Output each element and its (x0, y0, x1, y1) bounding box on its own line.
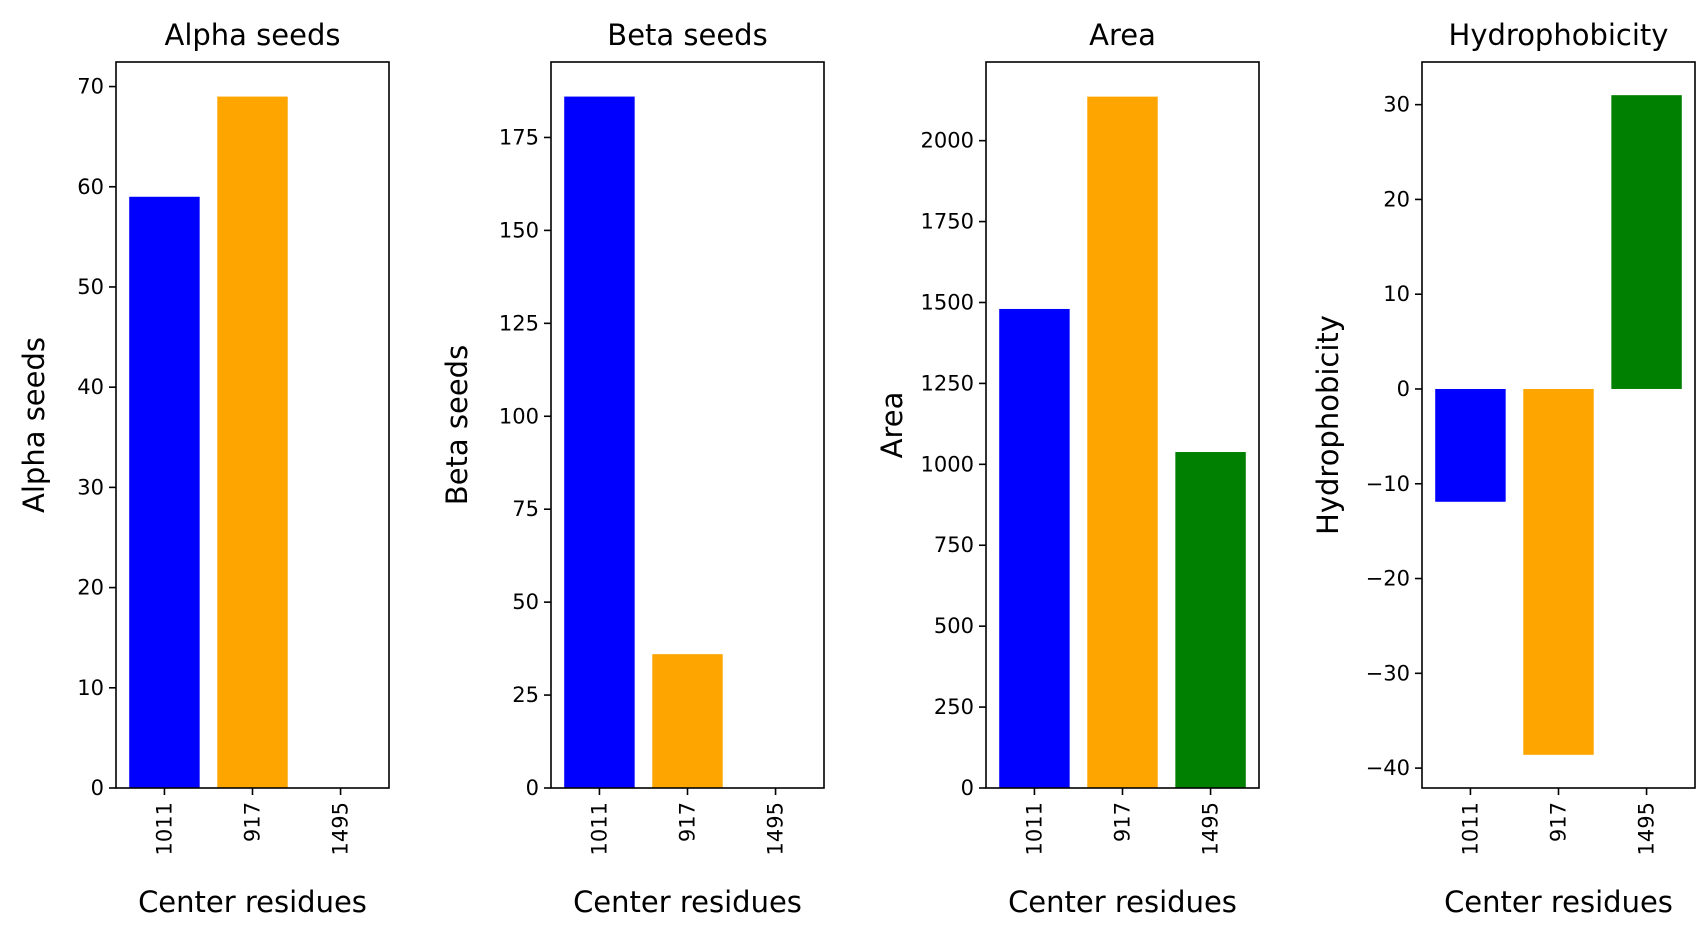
y-tick-label: 1500 (921, 290, 974, 314)
y-tick-label: 10 (1383, 282, 1410, 306)
bar-1495 (1611, 95, 1682, 389)
x-axis-label: Center residues (1444, 885, 1673, 919)
x-tick-label: 1495 (1635, 802, 1659, 855)
y-tick-label: −40 (1366, 756, 1410, 780)
bar-1011 (999, 308, 1070, 788)
y-tick-label: 50 (77, 275, 104, 299)
y-tick-label: 50 (512, 590, 539, 614)
y-tick-label: 30 (1383, 93, 1410, 117)
y-tick-label: 30 (77, 475, 104, 499)
y-tick-label: 70 (77, 75, 104, 99)
y-tick-label: 150 (499, 218, 539, 242)
y-axis-label: Area (875, 392, 909, 459)
x-tick-label: 1495 (329, 802, 353, 855)
x-tick-label: 917 (241, 802, 265, 842)
bar-917 (1523, 388, 1594, 755)
y-tick-label: −10 (1366, 472, 1410, 496)
chart-title: Beta seeds (607, 18, 767, 52)
bar-1011 (1435, 388, 1506, 502)
y-tick-label: 10 (77, 676, 104, 700)
y-tick-label: 0 (91, 776, 104, 800)
x-tick-label: 1495 (764, 802, 788, 855)
y-tick-label: 500 (934, 614, 974, 638)
chart-title: Hydrophobicity (1449, 18, 1669, 52)
y-tick-label: 20 (1383, 187, 1410, 211)
x-tick-label: 1495 (1199, 802, 1223, 855)
bar-917 (1087, 96, 1158, 789)
y-tick-label: 1250 (921, 371, 974, 395)
chart-title: Alpha seeds (165, 18, 341, 52)
y-tick-label: −20 (1366, 567, 1410, 591)
bar-1011 (129, 196, 200, 789)
y-tick-label: 1750 (921, 210, 974, 234)
y-tick-label: 20 (77, 576, 104, 600)
y-axis-label: Hydrophobicity (1311, 315, 1345, 535)
x-tick-label: 917 (1111, 802, 1135, 842)
x-tick-label: 1011 (587, 802, 611, 855)
y-tick-label: 250 (934, 695, 974, 719)
bar-1011 (564, 96, 635, 789)
y-tick-label: 0 (961, 776, 974, 800)
y-tick-label: 100 (499, 404, 539, 428)
x-tick-label: 917 (1547, 802, 1571, 842)
y-tick-label: 40 (77, 375, 104, 399)
x-axis-label: Center residues (138, 885, 367, 919)
y-tick-label: 175 (499, 125, 539, 149)
chart-panel-3: 0 250 500 750 1000 1250 1500 1750 2000 1011 917 149… (875, 18, 1260, 919)
y-tick-label: 60 (77, 175, 104, 199)
x-tick-label: 1011 (1458, 802, 1482, 855)
y-axis-label: Beta seeds (440, 345, 474, 505)
y-tick-label: 25 (512, 683, 539, 707)
chart-panel-1: 0 10 20 30 40 50 60 70 1011 917 1495 Alpha seeds Cen… (17, 18, 390, 919)
y-tick-label: 0 (526, 776, 539, 800)
x-tick-label: 917 (676, 802, 700, 842)
y-tick-label: 2000 (921, 129, 974, 153)
chart-panel-4: −40 −30 −20 −10 0 10 20 30 1011 917 1495 Hydrophobi… (1311, 18, 1696, 919)
bar-1495 (1175, 452, 1246, 788)
x-tick-label: 1011 (1022, 802, 1046, 855)
chart-title: Area (1089, 18, 1156, 52)
y-tick-label: 0 (1397, 377, 1410, 401)
y-tick-label: 75 (512, 497, 539, 521)
x-axis-label: Center residues (1008, 885, 1237, 919)
bar-917 (217, 96, 288, 789)
y-axis-label: Alpha seeds (17, 337, 51, 513)
y-tick-label: 750 (934, 533, 974, 557)
y-tick-label: 1000 (921, 452, 974, 476)
x-axis-label: Center residues (573, 885, 802, 919)
y-tick-label: −30 (1366, 661, 1410, 685)
x-tick-label: 1011 (152, 802, 176, 855)
bar-917 (652, 654, 723, 788)
y-tick-label: 125 (499, 311, 539, 335)
chart-panel-2: 0 25 50 75 100 125 150 175 1011 917 1495 Beta seeds… (440, 18, 825, 919)
